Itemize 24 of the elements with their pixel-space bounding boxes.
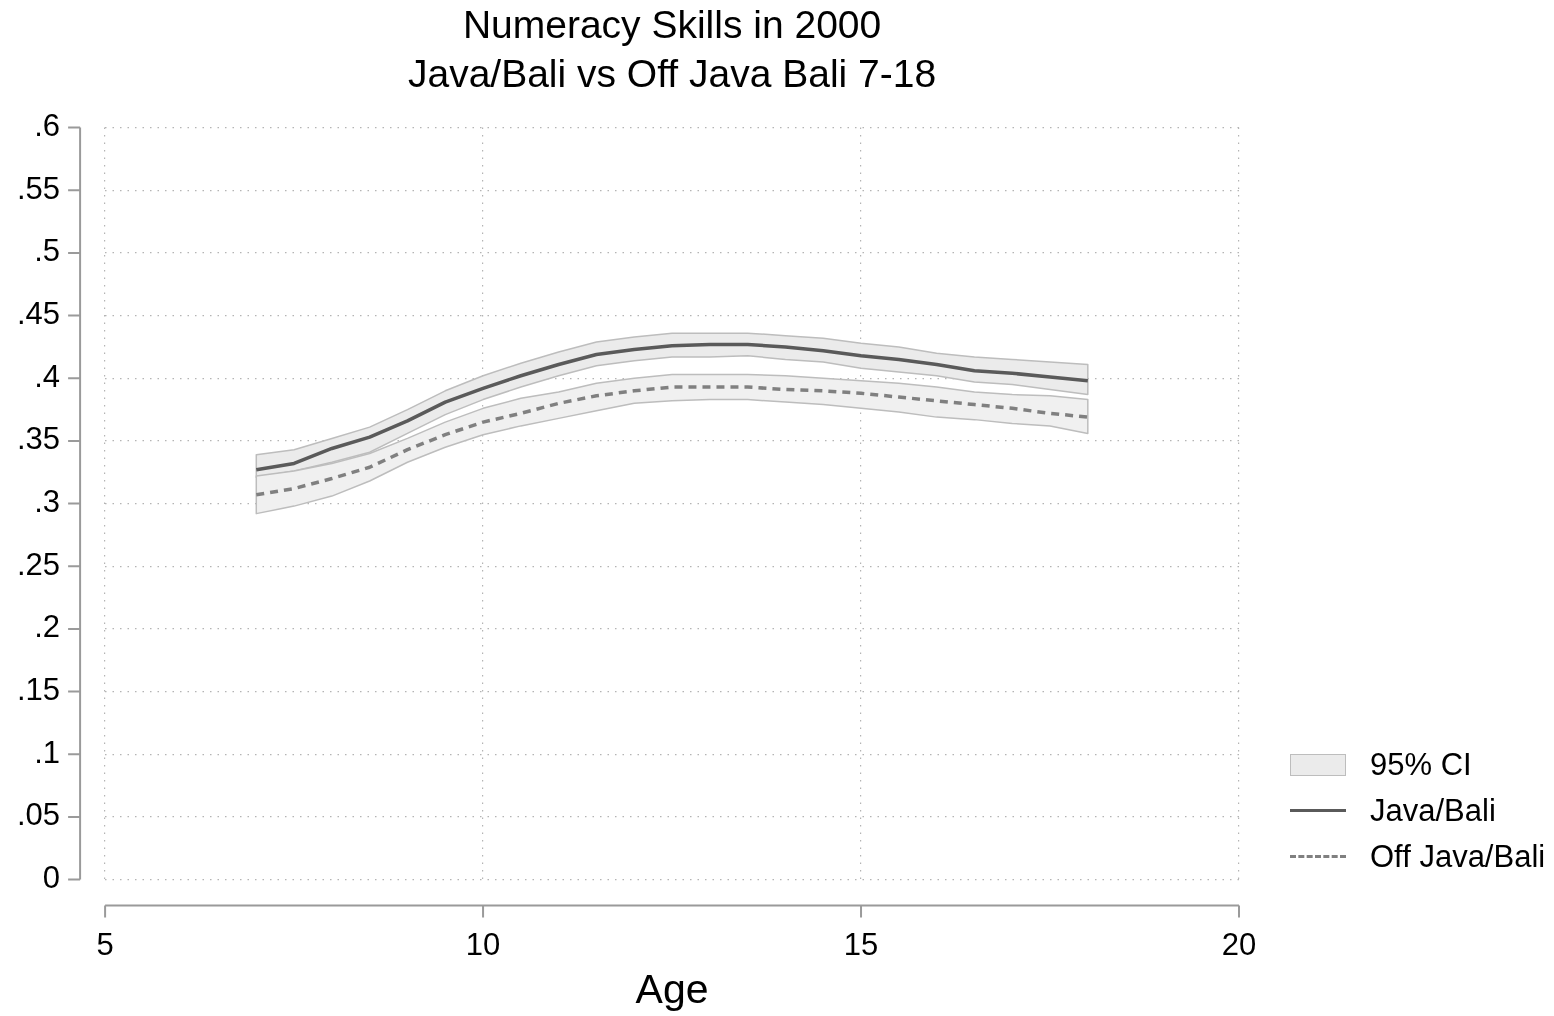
y-tick-label: .1: [34, 734, 61, 770]
x-axis-title: Age: [635, 965, 709, 1012]
y-tick-label: .45: [16, 296, 61, 332]
legend-label: Off Java/Bali: [1370, 838, 1546, 875]
y-tick-label: .05: [16, 797, 61, 833]
chart-subtitle: Java/Bali vs Off Java Bali 7-18: [407, 51, 937, 95]
legend-label: Java/Bali: [1370, 792, 1496, 829]
y-tick-label: 0: [42, 860, 61, 896]
y-tick-label: .55: [16, 170, 61, 206]
x-tick-label: 10: [465, 926, 501, 962]
y-tick-label: .15: [16, 672, 61, 708]
line-series: [254, 385, 1090, 497]
y-tick-label: .5: [34, 233, 61, 269]
y-tick-label: .3: [34, 484, 61, 520]
y-tick-label: .35: [16, 421, 61, 457]
x-tick-label: 15: [843, 926, 879, 962]
y-tick-label: .25: [16, 546, 61, 582]
y-tick-label: .2: [34, 609, 61, 645]
chart-title: Numeracy Skills in 2000: [462, 3, 882, 47]
x-tick-label: 5: [96, 926, 114, 962]
y-tick-label: .4: [34, 358, 61, 394]
text: 95% CI: [1370, 746, 1472, 783]
y-tick-label: .6: [34, 108, 61, 144]
x-tick-label: 20: [1221, 926, 1257, 962]
